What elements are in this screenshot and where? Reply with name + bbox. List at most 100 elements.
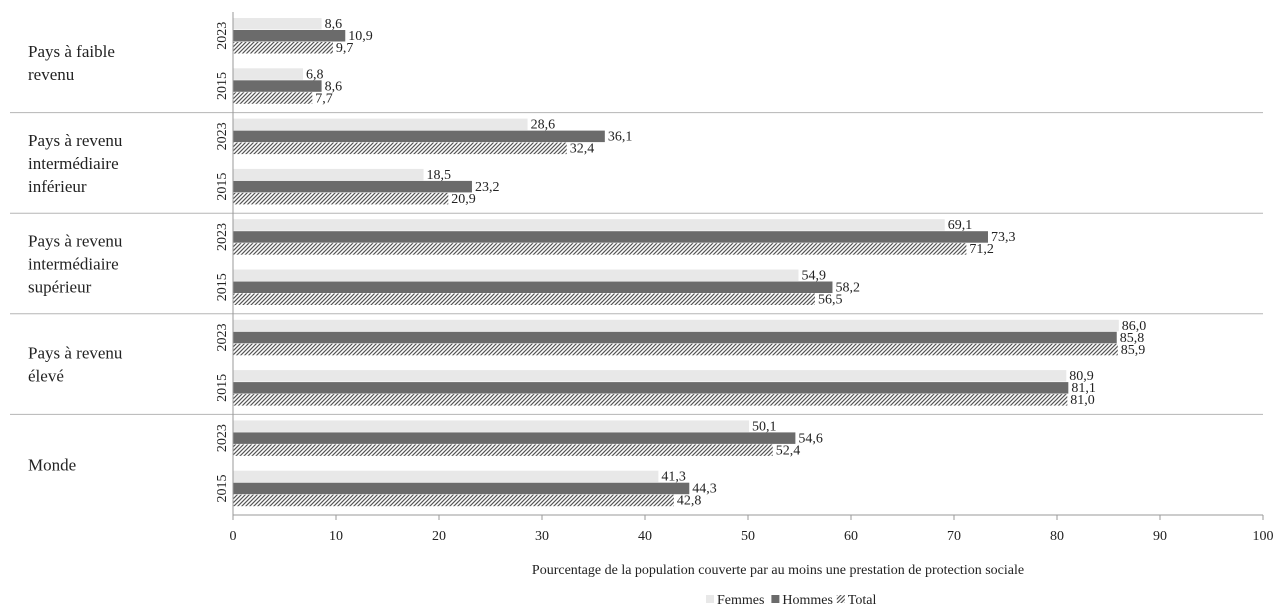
data-label: 10,9 — [348, 29, 373, 44]
data-label: 44,3 — [692, 482, 717, 497]
data-label: 41,3 — [661, 470, 686, 485]
bar-hommes — [233, 331, 1117, 344]
legend-swatch-total — [836, 595, 845, 603]
data-label: 28,6 — [531, 118, 556, 133]
data-label: 32,4 — [570, 142, 595, 157]
data-label: 7,7 — [315, 91, 333, 106]
x-tick-label: 70 — [947, 529, 961, 544]
data-label: 23,2 — [475, 180, 500, 195]
category-label: élevé — [28, 367, 64, 386]
category-label: inférieur — [28, 177, 87, 196]
data-label: 8,6 — [325, 17, 343, 32]
year-label: 2023 — [215, 223, 230, 251]
bar-femmes — [233, 68, 304, 80]
category-label: Pays à revenu — [28, 344, 123, 363]
bar-hommes — [233, 180, 472, 193]
data-label: 71,2 — [969, 242, 994, 257]
bar-hommes — [233, 482, 690, 495]
data-label: 50,1 — [752, 419, 777, 434]
bar-hommes — [233, 231, 988, 243]
bar-femmes — [233, 269, 799, 281]
data-label: 81,1 — [1071, 381, 1096, 396]
x-tick-label: 0 — [230, 529, 237, 544]
bar-hommes — [233, 432, 796, 444]
year-label: 2023 — [215, 424, 230, 452]
x-tick-label: 80 — [1050, 529, 1064, 544]
legend-swatch-hommes — [771, 595, 780, 603]
data-label: 9,7 — [336, 41, 354, 56]
legend-swatch-femmes — [706, 595, 714, 603]
x-tick-label: 100 — [1253, 529, 1274, 544]
x-tick-label: 30 — [535, 529, 549, 544]
year-label: 2015 — [215, 374, 230, 402]
bar-femmes — [233, 470, 659, 483]
data-label: 86,0 — [1122, 319, 1147, 334]
bar-hommes — [233, 30, 346, 42]
bar-total — [233, 42, 333, 54]
data-label: 80,9 — [1069, 369, 1094, 384]
bar-femmes — [233, 118, 528, 131]
category-label: Pays à revenu — [28, 232, 123, 251]
data-label: 6,8 — [306, 67, 324, 82]
bar-hommes — [233, 80, 322, 92]
bar-total — [233, 142, 567, 155]
category-label: intermédiaire — [28, 255, 119, 274]
bar-femmes — [233, 319, 1119, 332]
bar-hommes — [233, 382, 1069, 394]
bar-femmes — [233, 420, 750, 432]
legend: Femmes Hommes Total — [706, 593, 876, 608]
x-tick-label: 40 — [638, 529, 652, 544]
x-tick-label: 10 — [329, 529, 343, 544]
bar-total — [233, 494, 674, 507]
bar-femmes — [233, 370, 1067, 382]
x-tick-label: 90 — [1153, 529, 1167, 544]
data-label: 18,5 — [427, 168, 452, 183]
bar-total — [233, 444, 773, 456]
bar-total — [233, 92, 313, 104]
data-label: 54,6 — [798, 431, 823, 446]
bar-total — [233, 243, 967, 255]
data-label: 8,6 — [325, 79, 343, 94]
category-label: Pays à faible — [28, 42, 115, 61]
data-label: 69,1 — [948, 218, 973, 233]
category-label: Monde — [28, 456, 76, 475]
year-label: 2015 — [215, 474, 230, 502]
x-tick-label: 20 — [432, 529, 446, 544]
data-label: 85,9 — [1121, 343, 1146, 358]
year-label: 2015 — [215, 173, 230, 201]
data-label: 36,1 — [608, 130, 633, 145]
legend-label-hommes: Hommes — [782, 593, 833, 608]
category-label: supérieur — [28, 278, 92, 297]
data-label: 81,0 — [1070, 393, 1095, 408]
data-label: 73,3 — [991, 230, 1016, 245]
bar-femmes — [233, 168, 424, 181]
data-label: 56,5 — [818, 292, 843, 307]
legend-label-total: Total — [848, 593, 877, 608]
bar-hommes — [233, 130, 605, 143]
x-axis: 0 10 20 30 40 50 60 70 80 90 100 — [230, 12, 1274, 544]
bar-total — [233, 394, 1068, 406]
year-label: 2023 — [215, 324, 230, 352]
data-label: 52,4 — [776, 443, 801, 458]
bar-femmes — [233, 219, 945, 231]
data-label: 58,2 — [835, 280, 860, 295]
x-tick-label: 50 — [741, 529, 755, 544]
group-separators — [10, 112, 1263, 415]
bar-total — [233, 343, 1118, 356]
bars-layer — [233, 18, 1119, 507]
bar-total — [233, 293, 815, 305]
category-label: revenu — [28, 65, 75, 84]
labels-layer: Pays à faible revenu 2023 8,6 10,99,7 2015 6,8… — [28, 17, 1146, 509]
data-label: 42,8 — [677, 494, 702, 509]
bar-total — [233, 192, 449, 205]
data-label: 54,9 — [801, 268, 826, 283]
year-label: 2023 — [215, 22, 230, 50]
legend-label-femmes: Femmes — [717, 593, 764, 608]
bar-femmes — [233, 18, 322, 30]
year-label: 2015 — [215, 72, 230, 100]
x-axis-title: Pourcentage de la population couverte pa… — [532, 563, 1024, 578]
year-label: 2023 — [215, 122, 230, 150]
data-label: 20,9 — [451, 192, 476, 207]
x-tick-label: 60 — [844, 529, 858, 544]
